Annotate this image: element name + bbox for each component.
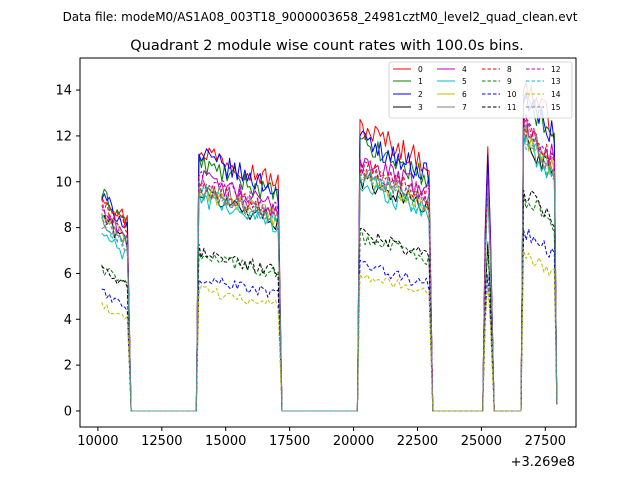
y-tick-label: 8 [64, 221, 72, 236]
axes-frame [79, 57, 577, 428]
legend-label-6: 6 [462, 90, 467, 99]
series-line-11 [101, 189, 558, 412]
legend-label-1: 1 [418, 77, 423, 86]
x-tick-label: 15000 [205, 434, 246, 449]
y-tick-label: 2 [64, 359, 72, 374]
legend-label-0: 0 [418, 65, 423, 74]
y-tick-label: 14 [55, 84, 72, 99]
plot-area: 10000 12500 15000 17500 20000 22500 25000 27500… [55, 57, 577, 470]
legend-label-5: 5 [462, 77, 467, 86]
legend-label-3: 3 [418, 103, 423, 112]
y-tick-label: 12 [55, 129, 72, 144]
x-tick-label: 12500 [141, 434, 182, 449]
legend-frame [388, 61, 573, 119]
y-tick-label: 4 [64, 313, 72, 328]
legend-label-14: 14 [551, 90, 561, 99]
series-line-15 [101, 128, 558, 412]
chart-title: Quadrant 2 module wise count rates with … [130, 38, 524, 54]
series-line-14 [101, 249, 558, 412]
y-tick-label: 6 [64, 267, 72, 282]
legend-label-15: 15 [551, 103, 561, 112]
legend-label-9: 9 [507, 77, 512, 86]
y-tick-label: 10 [55, 175, 72, 190]
legend-label-11: 11 [507, 103, 517, 112]
legend-label-7: 7 [462, 103, 467, 112]
series-line-12 [101, 120, 558, 412]
legend-label-8: 8 [507, 65, 512, 74]
series-layer [101, 81, 558, 412]
y-tick-label: 0 [64, 404, 72, 419]
x-tick-label: 10000 [77, 434, 118, 449]
x-tick-label: 20000 [333, 434, 374, 449]
x-tick-label: 22500 [397, 434, 438, 449]
legend-label-12: 12 [551, 65, 561, 74]
y-axis: 0 2 4 6 8 10 12 14 [55, 84, 80, 419]
legend-label-2: 2 [418, 90, 423, 99]
series-line-13 [101, 134, 558, 412]
x-tick-label: 25000 [461, 434, 502, 449]
legend-label-13: 13 [551, 77, 561, 86]
x-tick-label: 27500 [525, 434, 566, 449]
x-tick-label: 17500 [269, 434, 310, 449]
x-offset-label: +3.269e8 [511, 455, 575, 470]
legend-label-10: 10 [507, 90, 517, 99]
legend-label-4: 4 [462, 65, 467, 74]
suptitle: Data file: modeM0/AS1A08_003T18_90000036… [63, 10, 578, 24]
x-axis: 10000 12500 15000 17500 20000 22500 25000 27500 [77, 427, 566, 449]
